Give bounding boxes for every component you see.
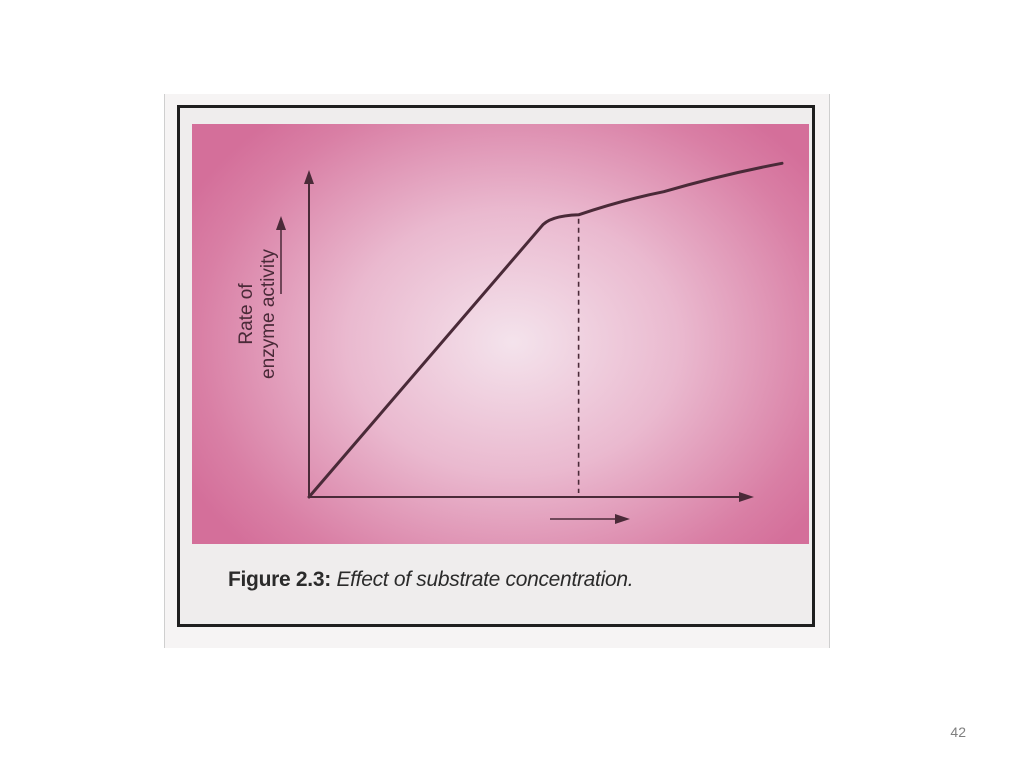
series-layer [307, 161, 784, 499]
y-direction-arrow-icon [276, 216, 286, 230]
page-number: 42 [950, 724, 966, 740]
x-axis-arrowhead [739, 492, 754, 502]
caption-text: Effect of substrate concentration. [336, 568, 634, 591]
series-line-0 [307, 161, 784, 499]
y-axis-label-line-0: Rate of [236, 283, 257, 345]
x-direction-arrow-icon [615, 514, 630, 524]
y-axis-label: Rate ofenzyme activity [236, 249, 279, 379]
chart-svg: Rate ofenzyme activity [236, 161, 784, 524]
caption-label: Figure 2.3: [228, 568, 331, 591]
chart-panel: Rate ofenzyme activity [192, 124, 809, 544]
axes [304, 170, 754, 502]
figure-caption: Figure 2.3: Effect of substrate concentr… [228, 568, 634, 592]
figure-frame: Rate ofenzyme activity Figure 2.3: Effec… [177, 105, 815, 627]
figure-image: Rate ofenzyme activity Figure 2.3: Effec… [164, 94, 830, 648]
direction-arrows [276, 216, 630, 524]
y-axis-arrowhead [304, 170, 314, 184]
y-axis-label-line-1: enzyme activity [258, 249, 279, 379]
